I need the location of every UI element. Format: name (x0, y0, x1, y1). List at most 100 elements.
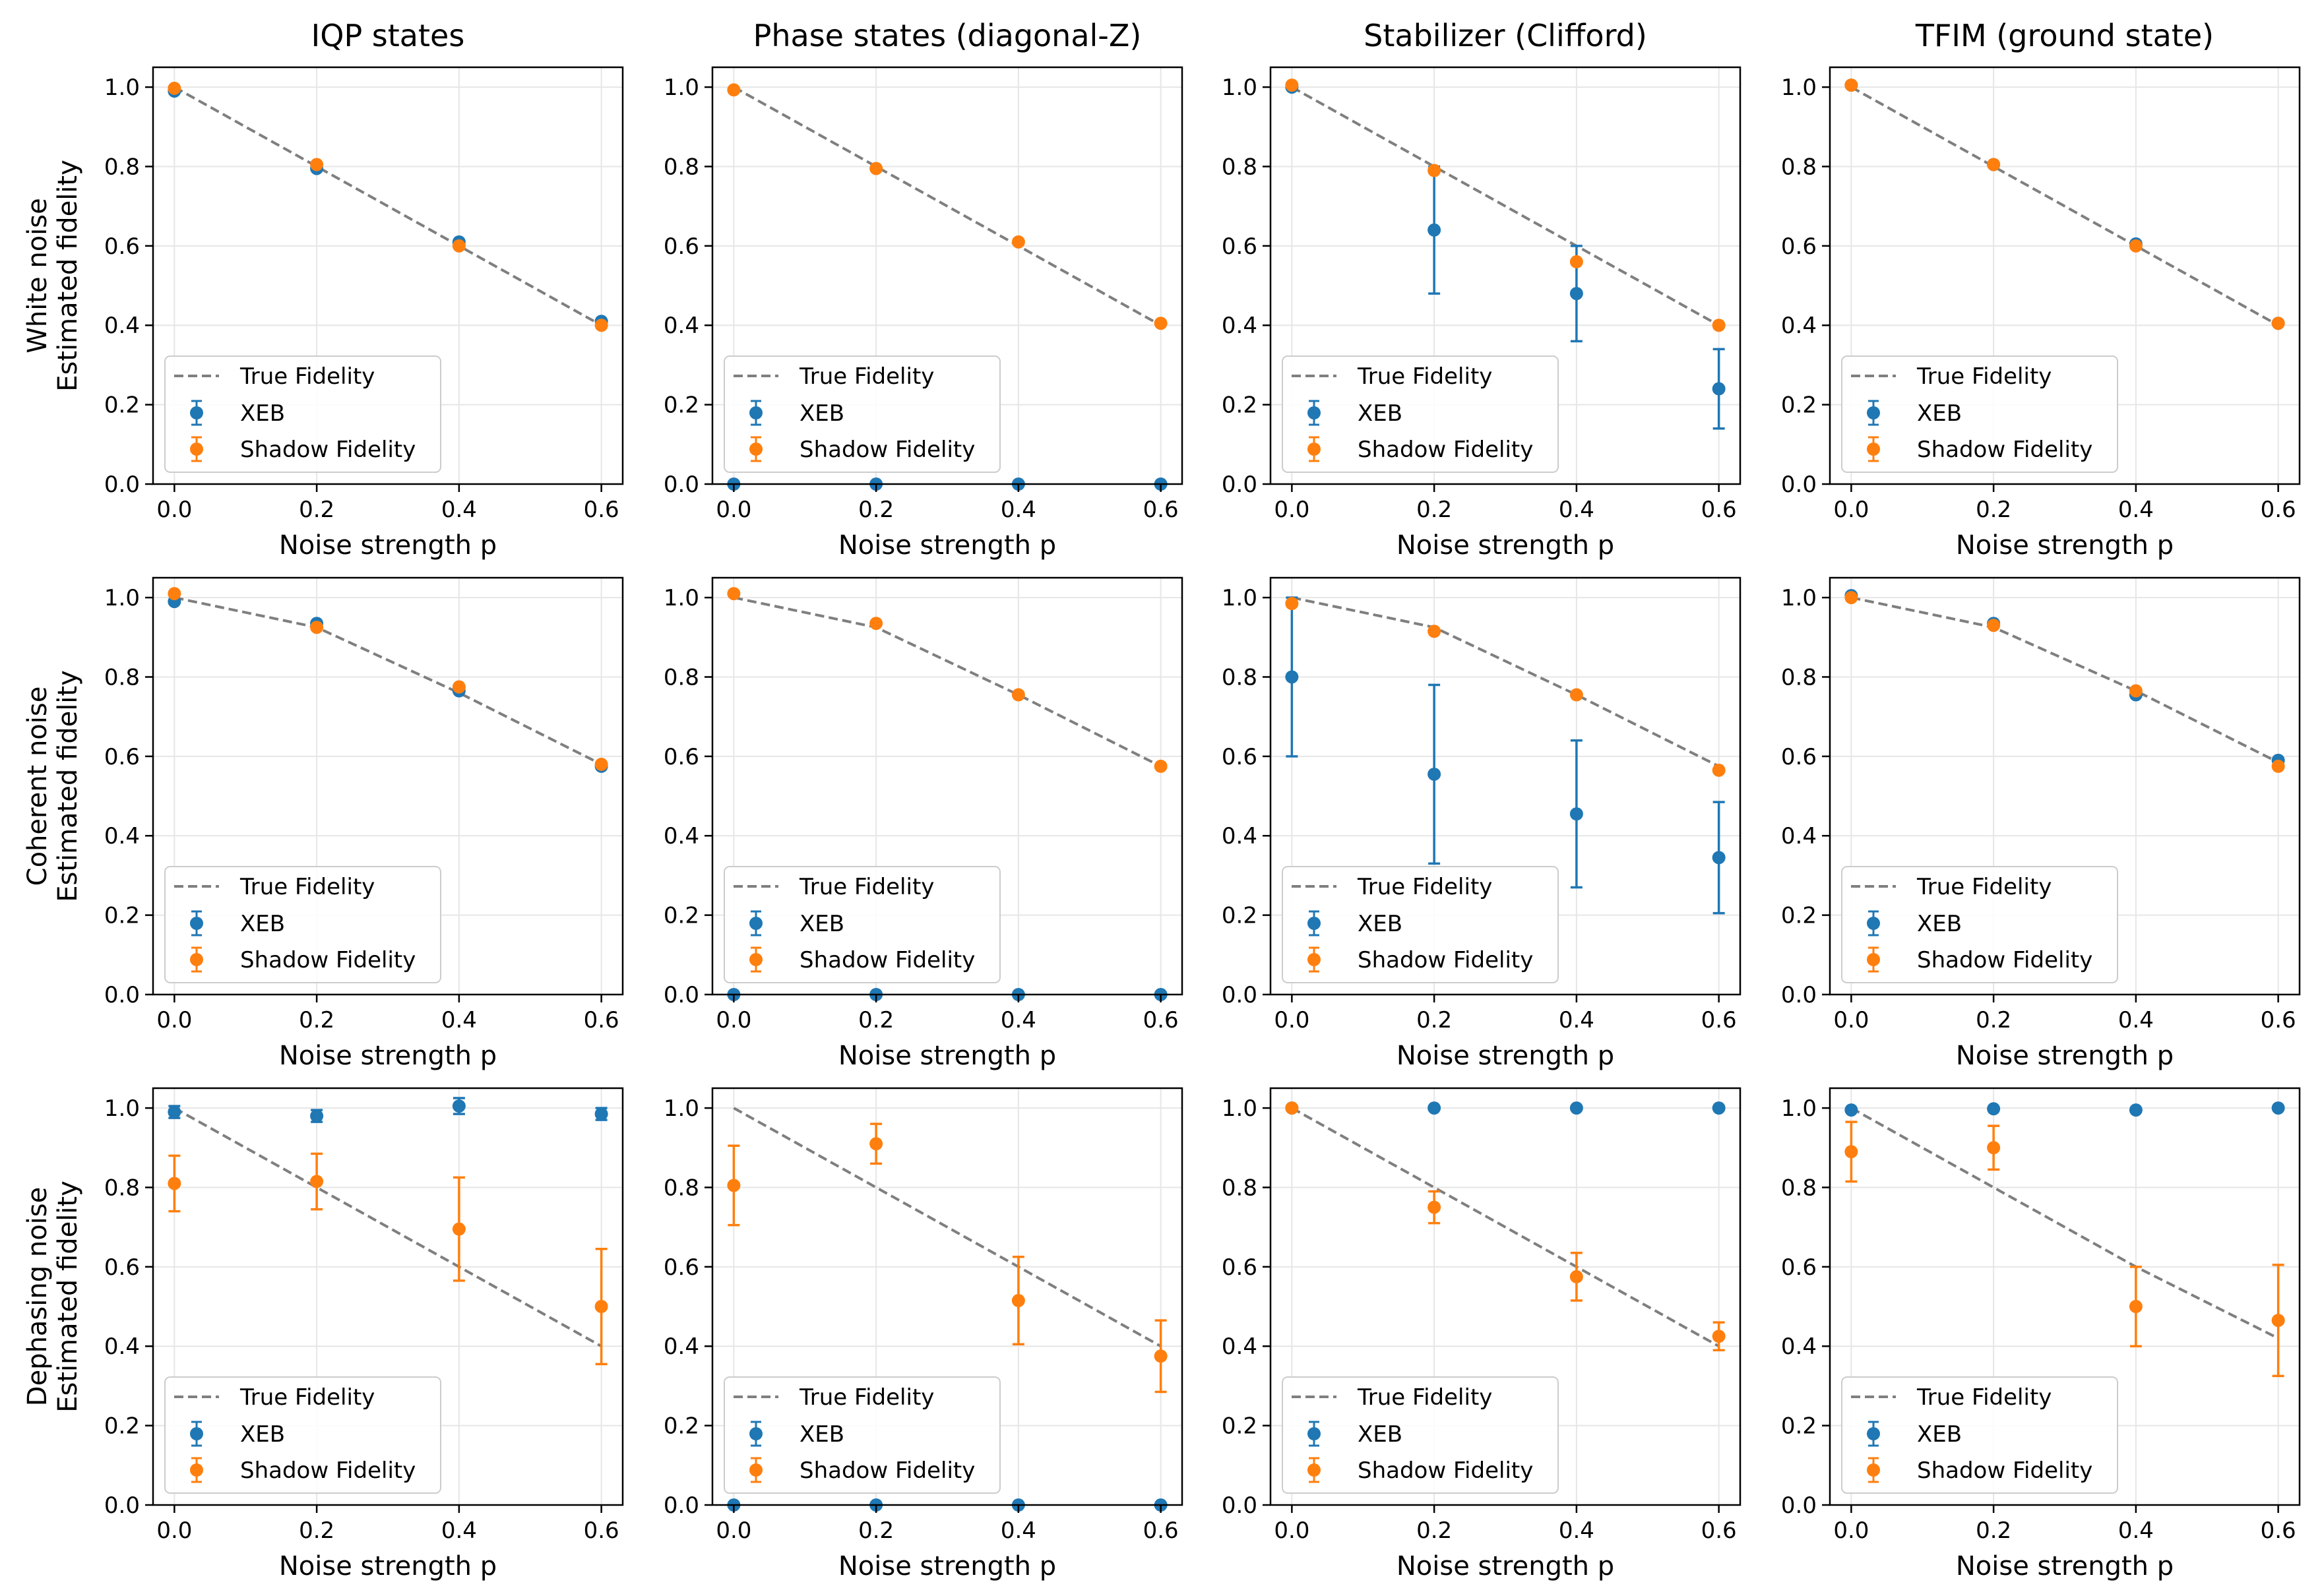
legend-shadow-label: Shadow Fidelity (1358, 1458, 1533, 1484)
y-tick-label: 0.6 (664, 233, 699, 260)
y-tick-label: 0.4 (1222, 313, 1257, 339)
legend-xeb-marker (1307, 1427, 1321, 1440)
row-label-group: Dephasing noise Estimated fidelity (22, 1181, 83, 1413)
legend-shadow-label: Shadow Fidelity (240, 947, 416, 973)
y-tick-label: 0.0 (664, 472, 699, 498)
y-tick-label: 0.6 (1781, 233, 1817, 260)
shadow-fidelity-point (1011, 688, 1025, 702)
legend-true-fidelity-label: True Fidelity (1357, 874, 1492, 900)
shadow-fidelity-series (168, 1152, 608, 1366)
legend-shadow-label: Shadow Fidelity (1358, 947, 1533, 973)
y-tick-label: 0.6 (1222, 233, 1257, 260)
y-tick-label: 1.0 (1222, 585, 1257, 611)
subplot-0-0: 0.0 0.2 0.4 0.6 0.8 1.0 0.0 0.2 0.4 0.6 Noise stre… (104, 66, 624, 561)
legend-xeb-label: XEB (1358, 911, 1402, 937)
y-tick-label: 0.8 (1222, 664, 1257, 691)
legend-xeb-label: XEB (800, 1421, 844, 1448)
legend-xeb-label: XEB (240, 400, 285, 427)
shadow-fidelity-point (2129, 239, 2143, 253)
x-tick-label: 0.2 (1976, 1007, 2011, 1033)
x-tick-label: 0.2 (858, 1518, 894, 1544)
y-tick-label: 0.4 (1222, 823, 1257, 849)
x-tick-label: 0.4 (1559, 497, 1594, 523)
legend: True Fidelity XEB Shadow Fidelity (1841, 866, 2118, 983)
shadow-fidelity-series (1285, 78, 1726, 332)
shadow-fidelity-point (1569, 688, 1583, 702)
y-tick-label: 0.8 (1222, 154, 1257, 180)
y-tick-label: 0.2 (104, 392, 140, 419)
x-tick-label: 0.0 (1833, 1007, 1869, 1033)
x-tick-label: 0.2 (299, 497, 334, 523)
legend-xeb-marker (749, 406, 763, 419)
true-fidelity-line (733, 596, 1162, 768)
legend: True Fidelity XEB Shadow Fidelity (1841, 355, 2118, 473)
row-label: White noise (22, 198, 53, 353)
x-tick-label: 0.6 (2261, 1007, 2296, 1033)
y-tick-label: 0.0 (1222, 982, 1257, 1008)
y-tick-label: 0.0 (104, 472, 140, 498)
y-tick-label: 0.0 (1222, 1492, 1257, 1519)
legend-shadow-marker (749, 1463, 763, 1477)
legend-xeb-label: XEB (240, 911, 285, 937)
y-tick-label: 1.0 (1222, 75, 1257, 101)
x-tick-label: 0.6 (584, 1518, 619, 1544)
y-tick-label: 0.6 (1781, 744, 1817, 770)
y-tick-label: 1.0 (104, 75, 140, 101)
shadow-fidelity-point (310, 621, 324, 634)
xeb-point (452, 1099, 466, 1113)
y-tick-label: 0.6 (1222, 744, 1257, 770)
x-tick-label: 0.2 (1416, 1007, 1452, 1033)
x-tick-label: 0.4 (2118, 1007, 2154, 1033)
subplot-2-3: 0.0 0.2 0.4 0.6 0.8 1.0 0.0 0.2 0.4 0.6 Noise stre… (1781, 1087, 2301, 1581)
y-axis-label: Estimated fidelity (53, 1181, 83, 1413)
xeb-series (1285, 596, 1726, 915)
y-tick-label: 0.4 (1781, 1334, 1817, 1360)
axes-frame (152, 1087, 624, 1506)
x-tick-label: 0.2 (1976, 497, 2011, 523)
xeb-point (1844, 1103, 1858, 1117)
shadow-fidelity-point (452, 239, 466, 253)
shadow-fidelity-point (1987, 619, 2001, 632)
y-tick-label: 0.6 (1781, 1254, 1817, 1281)
legend-shadow-marker (1867, 1463, 1880, 1477)
true-fidelity-line (173, 596, 602, 766)
shadow-fidelity-series (168, 81, 608, 332)
x-tick-label: 0.2 (1976, 1518, 2011, 1544)
y-tick-label: 1.0 (1781, 1095, 1817, 1122)
legend: True Fidelity XEB Shadow Fidelity (724, 1376, 1001, 1494)
shadow-fidelity-point (1285, 597, 1299, 611)
legend-xeb-label: XEB (240, 1421, 285, 1448)
legend-shadow-marker (190, 1463, 203, 1477)
legend-xeb-marker (190, 406, 203, 419)
shadow-fidelity-point (452, 1222, 466, 1236)
legend-shadow-marker (1307, 443, 1321, 456)
shadow-fidelity-point (1712, 319, 1726, 332)
row-label-group: Coherent noise Estimated fidelity (22, 670, 83, 902)
legend-xeb-marker (1307, 406, 1321, 419)
shadow-fidelity-point (1844, 78, 1858, 92)
x-axis-label: Noise strength p (1396, 530, 1614, 561)
y-tick-label: 0.2 (1781, 392, 1817, 419)
y-tick-label: 0.4 (664, 313, 699, 339)
y-tick-label: 0.2 (1781, 1413, 1817, 1440)
shadow-fidelity-point (2271, 1314, 2285, 1328)
axes-frame (711, 576, 1183, 996)
y-tick-label: 0.4 (664, 1334, 699, 1360)
legend: True Fidelity XEB Shadow Fidelity (1282, 866, 1559, 983)
column-title: IQP states (311, 18, 465, 53)
shadow-fidelity-series (1285, 597, 1726, 777)
y-tick-label: 1.0 (664, 1095, 699, 1122)
x-tick-label: 0.6 (1143, 497, 1179, 523)
x-tick-label: 0.0 (716, 1518, 751, 1544)
x-tick-label: 0.6 (1143, 1518, 1179, 1544)
legend-box (1841, 1376, 2118, 1494)
legend: True Fidelity XEB Shadow Fidelity (164, 866, 441, 983)
y-tick-label: 0.4 (664, 823, 699, 849)
shadow-fidelity-series (727, 1122, 1168, 1394)
x-axis-label: Noise strength p (838, 1551, 1056, 1581)
shadow-fidelity-point (168, 587, 181, 601)
y-axis-label: Estimated fidelity (53, 670, 83, 902)
xeb-point (1987, 1102, 2001, 1116)
legend: True Fidelity XEB Shadow Fidelity (164, 1376, 441, 1494)
x-tick-label: 0.4 (2118, 497, 2154, 523)
